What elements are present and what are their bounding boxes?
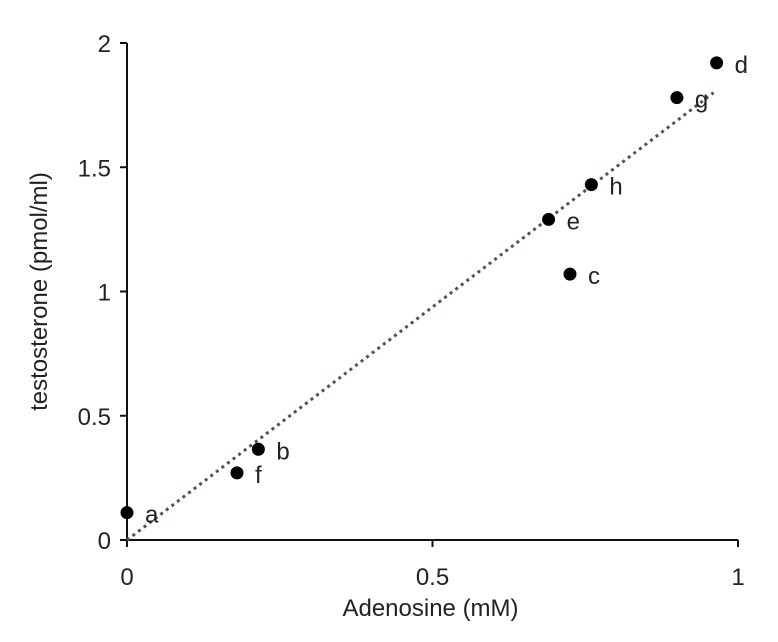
- data-point-g: [670, 91, 684, 105]
- x-tick-label: 1: [731, 564, 744, 591]
- y-tick-label: 2: [98, 31, 111, 58]
- x-tick-label: 0: [120, 564, 133, 591]
- point-label-b: b: [276, 438, 289, 465]
- y-tick-label: 0.5: [78, 404, 111, 431]
- data-point-c: [563, 267, 577, 281]
- data-point-e: [542, 212, 556, 226]
- y-ticks: 0 0.5 1 1.5 2: [78, 31, 127, 555]
- data-points: a fb e c h gd: [120, 52, 748, 529]
- trendline: [126, 91, 715, 542]
- x-axis-title: Adenosine (mM): [342, 595, 518, 622]
- point-label-g: g: [695, 87, 708, 114]
- y-axis-title: testosterone (pmol/ml): [26, 172, 53, 411]
- point-label-e: e: [567, 208, 580, 235]
- axes: [126, 43, 738, 541]
- point-label-d: d: [735, 52, 748, 79]
- y-tick-label: 0: [98, 528, 111, 555]
- data-point-f: [230, 466, 244, 480]
- point-label-f: f: [255, 462, 262, 489]
- point-label-a: a: [145, 502, 159, 529]
- point-label-c: c: [588, 263, 600, 290]
- y-tick-label: 1: [98, 280, 111, 307]
- x-ticks: 0 0.5 1: [120, 540, 745, 591]
- y-tick-label: 1.5: [78, 155, 111, 182]
- data-point-d: [710, 56, 724, 70]
- data-point-h: [584, 178, 598, 192]
- point-label-h: h: [609, 174, 622, 201]
- x-tick-label: 0.5: [416, 564, 449, 591]
- data-point-a: [120, 506, 134, 520]
- data-point-b: [251, 442, 265, 456]
